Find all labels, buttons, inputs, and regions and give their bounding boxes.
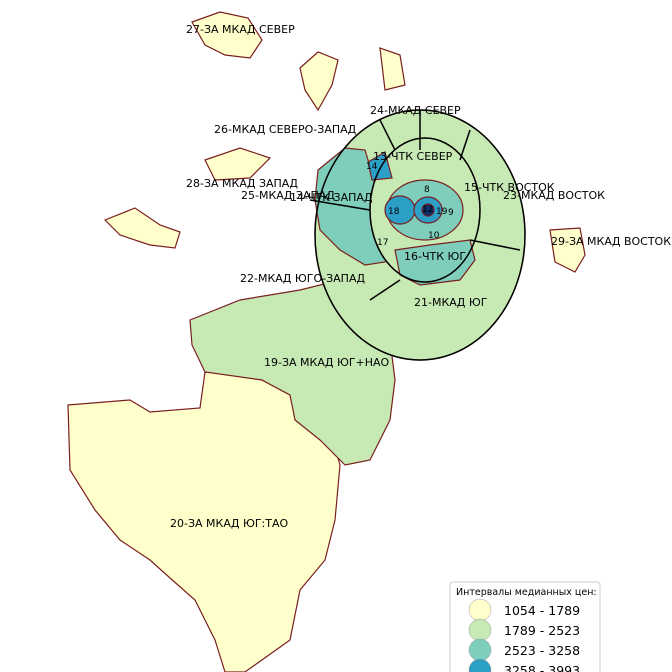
small-label: 8 [424, 185, 430, 195]
region-label: 25-МКАД ЗАПАД [241, 189, 335, 202]
region-label: 16-ЧТК ЮГ [404, 250, 466, 263]
small-label: 17 [377, 238, 388, 248]
region-label: 28-ЗА МКАД ЗАПАД [186, 177, 298, 190]
region-label: 24-МКАД СЕВЕР [370, 104, 461, 117]
legend-title: Интервалы медианных цен: [456, 587, 597, 598]
small-label: 9 [448, 208, 454, 218]
legend-swatch [468, 598, 492, 622]
territory [67, 11, 586, 672]
region-label: 19-ЗА МКАД ЮГ+НАО [264, 356, 390, 369]
legend-swatch [468, 618, 492, 642]
small-labels: 14 8 9 10 12 17 18 19 [366, 162, 454, 248]
legend-swatch [468, 658, 492, 672]
legend-label: 2523 - 3258 [504, 643, 580, 658]
region-label: 20-ЗА МКАД ЮГ:ТАО [170, 517, 288, 530]
region-label: 26-МКАД СЕВЕРО-ЗАПАД [214, 123, 357, 136]
region-label: 22-МКАД ЮГО-ЗАПАД [240, 272, 365, 285]
small-label: 18 [388, 207, 400, 217]
legend-label: 1054 - 1789 [504, 603, 580, 618]
region-label: 15-ЧТК ВОСТОК [464, 181, 555, 194]
small-label: 12 [422, 205, 433, 215]
small-label: 19 [436, 207, 448, 217]
region-label: 13-ЧТК СЕВЕР [373, 150, 453, 163]
legend-label: 3258 - 3993 [504, 663, 580, 672]
region-labels: 27-ЗА МКАД СЕВЕР 24-МКАД СЕВЕР 26-МКАД С… [170, 23, 671, 530]
region-label: 27-ЗА МКАД СЕВЕР [186, 23, 295, 36]
small-label: 14 [366, 162, 378, 172]
region-label: 21-МКАД ЮГ [414, 296, 488, 309]
legend-swatch [468, 638, 492, 662]
legend: Интервалы медианных цен: 1054 - 1789 1789… [449, 581, 601, 672]
region-label: 14-ЧТК ЗАПАД [290, 191, 373, 204]
region-label: 23-МКАД ВОСТОК [503, 189, 605, 202]
legend-label: 1789 - 2523 [504, 623, 580, 638]
region-label: 29-ЗА МКАД ВОСТОК [551, 235, 671, 248]
small-label: 10 [428, 231, 440, 241]
